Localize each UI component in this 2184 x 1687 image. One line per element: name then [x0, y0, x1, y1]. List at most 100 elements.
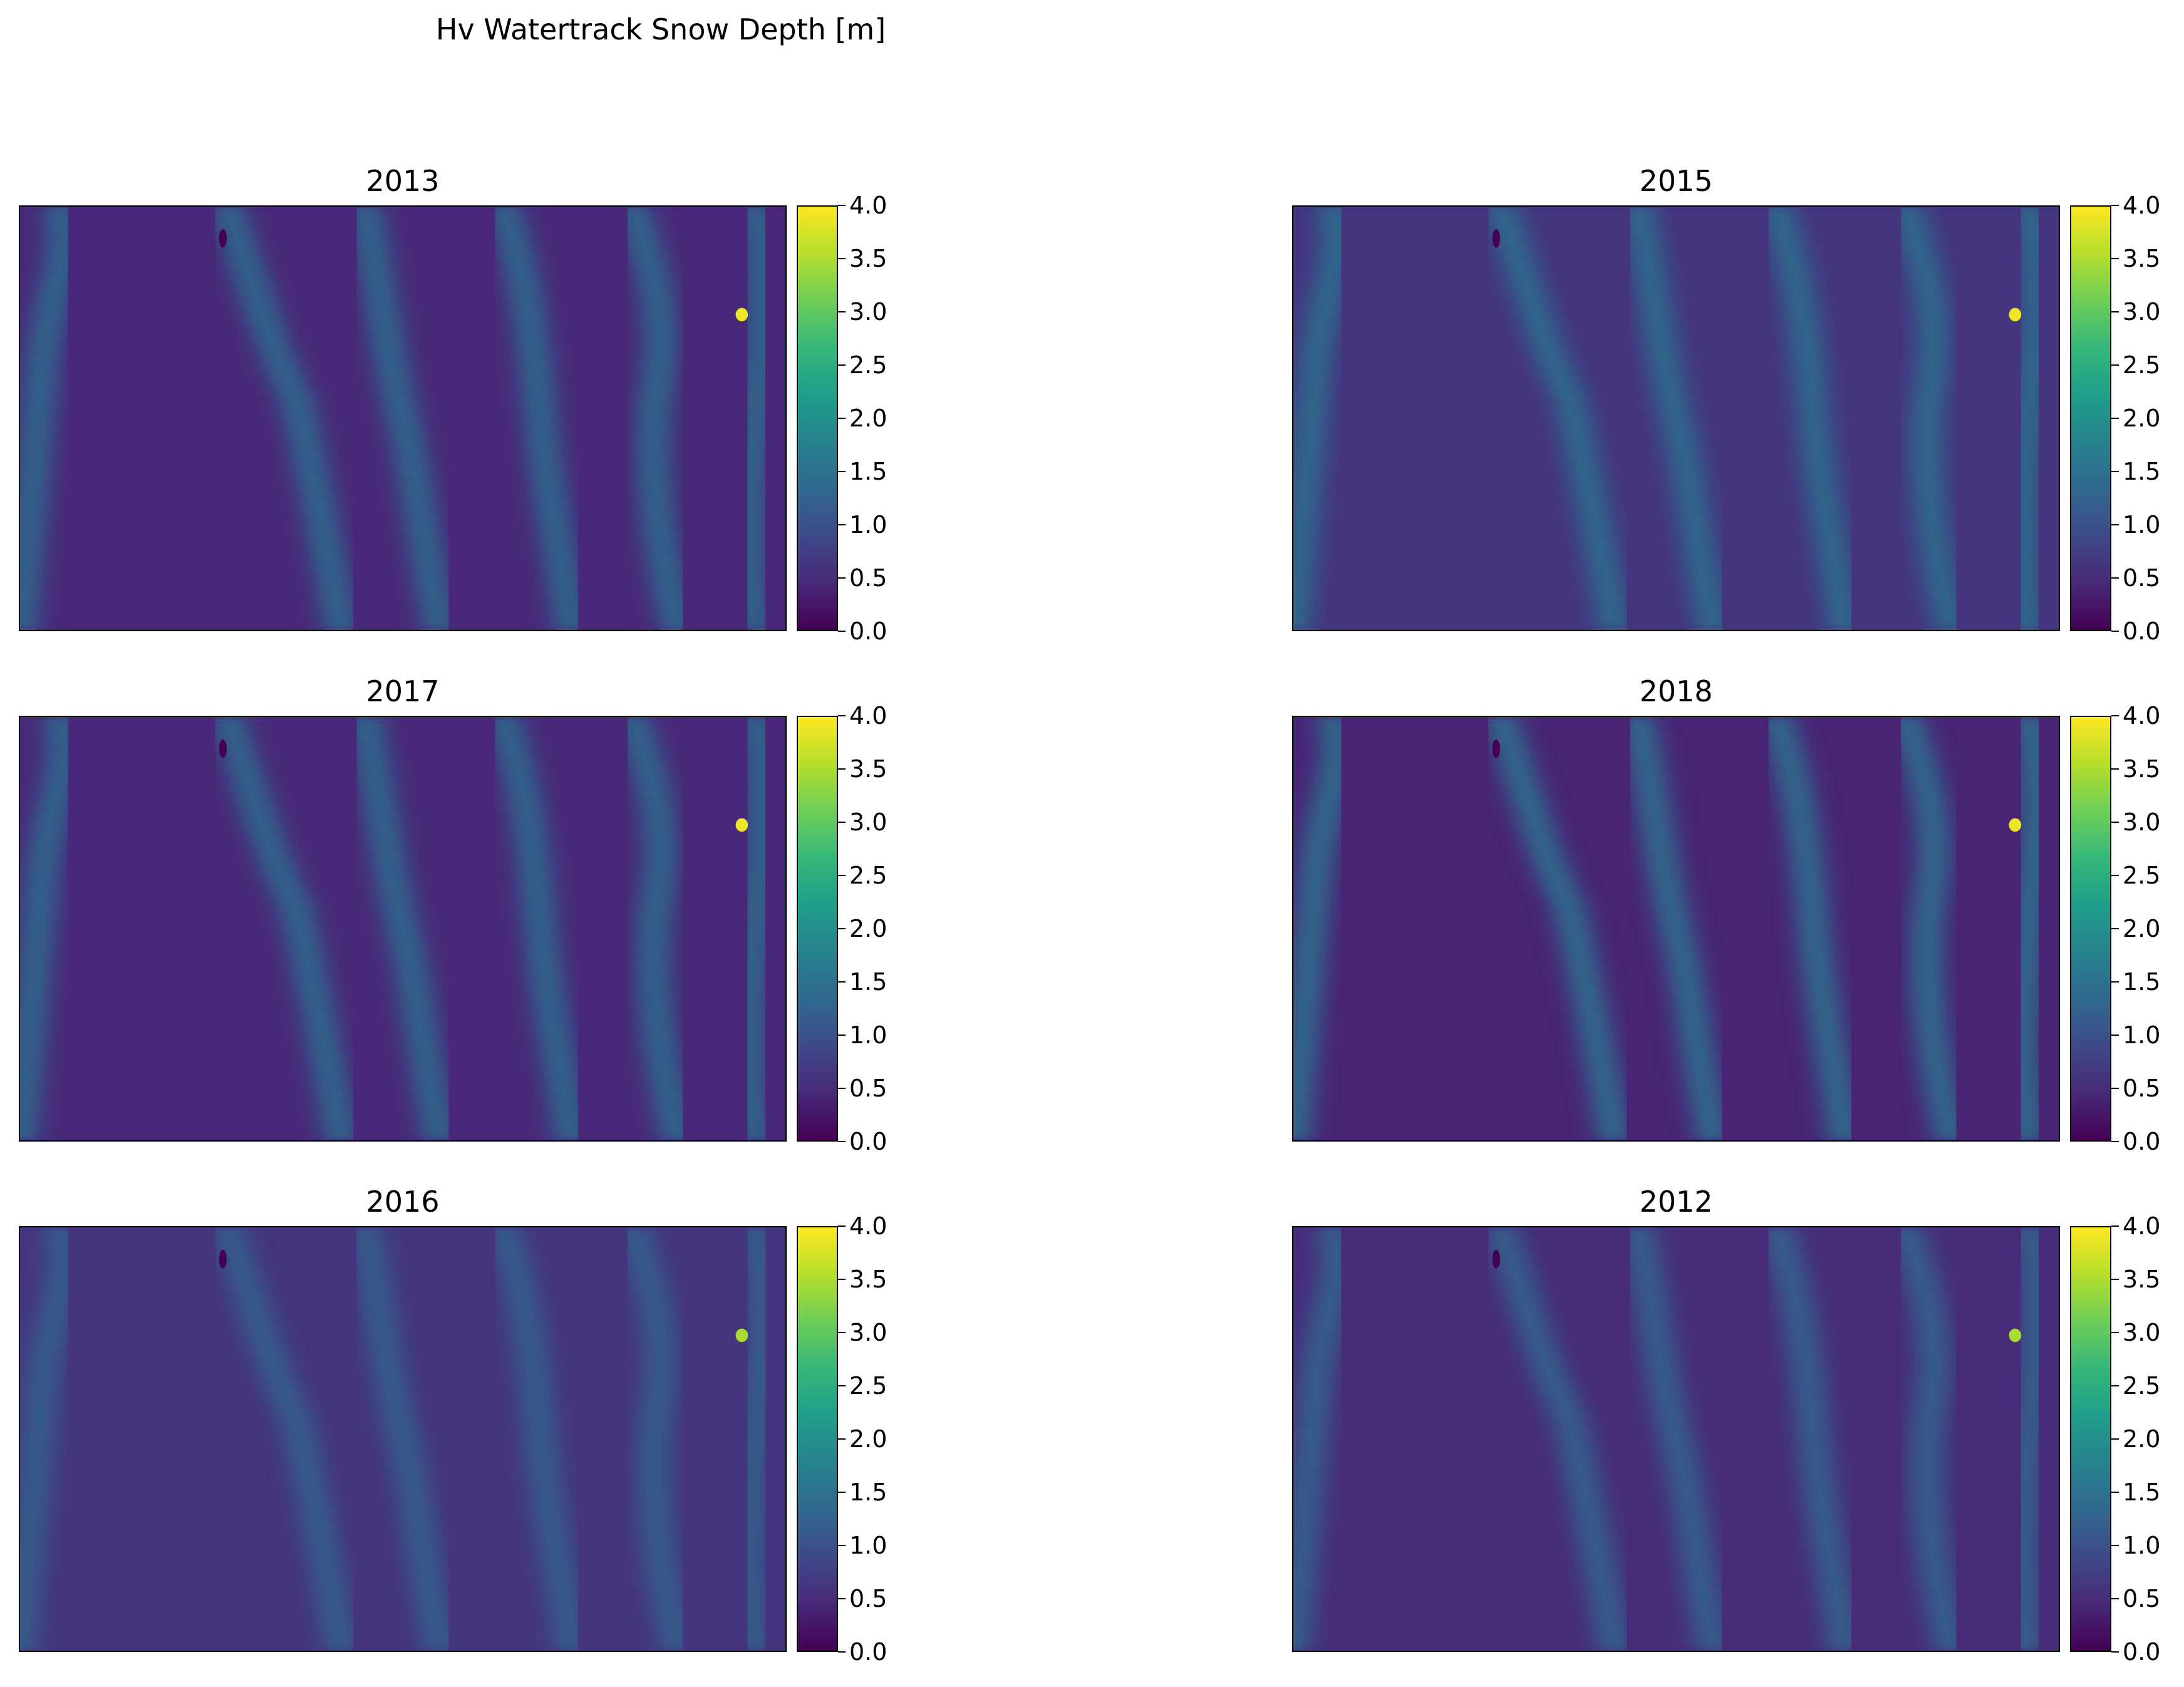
colorbar-tick	[838, 257, 846, 260]
colorbar-tick	[2111, 577, 2119, 579]
colorbar-tick	[2111, 1544, 2119, 1547]
colorbar-tick	[2111, 311, 2119, 313]
colorbar-tick-label: 0.0	[2123, 617, 2161, 645]
colorbar-tick	[2111, 768, 2119, 770]
colorbar-tick	[838, 1438, 846, 1440]
panel-title: 2016	[366, 1185, 440, 1219]
colorbar-tick-label: 2.5	[2123, 1372, 2161, 1400]
colorbar-tick-label: 2.5	[2123, 862, 2161, 889]
colorbar-tick-label: 0.5	[849, 1585, 888, 1612]
watertrack-core	[1769, 1227, 1851, 1651]
watertrack-core	[1293, 207, 1343, 630]
snow-depth-hotspot	[2009, 818, 2022, 832]
colorbar-tick-label: 0.0	[849, 1638, 888, 1666]
colorbar-tick-label: 2.0	[849, 405, 888, 432]
colorbar-tick	[838, 470, 846, 473]
snow-depth-hotspot	[2009, 1328, 2022, 1343]
watertrack-core	[2016, 1227, 2043, 1651]
colorbar-tick	[838, 768, 846, 770]
colorbar-tick	[838, 1597, 846, 1600]
watertrack-core	[1769, 207, 1851, 630]
colorbar-tick-label: 1.5	[2123, 458, 2161, 485]
watertrack-core	[626, 717, 685, 1140]
colorbar-tick-label: 3.0	[2123, 298, 2161, 326]
watertrack-core	[1293, 1227, 1343, 1651]
colorbar-tick	[838, 630, 846, 632]
panel-title: 2015	[1639, 164, 1713, 198]
colorbar-tick-label: 3.0	[849, 1319, 888, 1346]
watertrack-core	[1494, 1227, 1621, 1651]
colorbar-tick	[838, 981, 846, 983]
colorbar-tick-label: 4.0	[849, 192, 888, 219]
watertrack-core	[358, 1227, 447, 1651]
no-data-patch	[219, 229, 227, 248]
watertrack-core	[220, 717, 348, 1140]
colorbar-tick-label: 2.0	[2123, 1425, 2161, 1453]
panel-title: 2017	[366, 674, 440, 708]
colorbar-tick	[838, 577, 846, 579]
colorbar-tick	[2111, 630, 2119, 632]
colorbar-tick-label: 3.5	[2123, 1266, 2161, 1293]
colorbar-tick-label: 4.0	[2123, 192, 2161, 219]
colorbar-tick-label: 3.0	[849, 298, 888, 326]
colorbar-tick	[2111, 204, 2119, 207]
watertrack-core	[1632, 717, 1721, 1140]
watertrack-core	[626, 207, 685, 630]
colorbar-tick-label: 2.5	[849, 351, 888, 379]
figure-title: Hv Watertrack Snow Depth [m]	[435, 13, 886, 46]
snow-depth-hotspot	[735, 1328, 748, 1343]
colorbar-tick	[2111, 1651, 2119, 1653]
no-data-patch	[219, 739, 227, 758]
colorbar-tick	[2111, 821, 2119, 823]
colorbar-tick	[2111, 1385, 2119, 1387]
no-data-patch	[1492, 229, 1500, 248]
colorbar-tick	[838, 821, 846, 823]
no-data-patch	[1492, 1249, 1500, 1269]
panel-title: 2012	[1639, 1185, 1713, 1219]
colorbar-tick-label: 2.5	[849, 1372, 888, 1400]
watertrack-core	[358, 717, 447, 1140]
colorbar-tick	[838, 1034, 846, 1036]
colorbar-tick-label: 2.0	[2123, 915, 2161, 942]
colorbar	[2070, 205, 2111, 631]
watertrack-core	[358, 207, 447, 630]
colorbar-tick-label: 1.0	[2123, 1021, 2161, 1049]
watertrack-core	[1494, 207, 1621, 630]
colorbar-tick-label: 0.0	[849, 617, 888, 645]
colorbar-tick-label: 3.5	[2123, 245, 2161, 272]
colorbar	[2070, 1226, 2111, 1652]
panel-title: 2018	[1639, 674, 1713, 708]
colorbar-tick-label: 2.0	[849, 915, 888, 942]
watertrack-core	[496, 207, 577, 630]
colorbar-tick-label: 1.0	[849, 1532, 888, 1559]
watertrack-core	[496, 1227, 577, 1651]
colorbar-tick	[838, 524, 846, 526]
colorbar-tick	[2111, 1225, 2119, 1227]
colorbar	[797, 716, 838, 1142]
colorbar-tick	[838, 417, 846, 420]
colorbar-tick	[838, 364, 846, 366]
watertrack-core	[1632, 207, 1721, 630]
colorbar-tick	[838, 1140, 846, 1143]
colorbar-tick	[838, 1385, 846, 1387]
watertrack-core	[220, 207, 348, 630]
watertrack-core	[743, 1227, 770, 1651]
snow-depth-hotspot	[735, 307, 748, 322]
watertrack-core	[20, 717, 70, 1140]
colorbar-tick-label: 0.0	[849, 1128, 888, 1155]
watertrack-core	[1899, 1227, 1958, 1651]
colorbar-tick-label: 4.0	[2123, 1212, 2161, 1240]
colorbar-tick	[2111, 1491, 2119, 1494]
colorbar-tick	[838, 204, 846, 207]
watertrack-core	[496, 717, 577, 1140]
colorbar-tick-label: 0.5	[2123, 1075, 2161, 1102]
snow-depth-map	[19, 716, 787, 1142]
watertrack-core	[1769, 717, 1851, 1140]
colorbar-tick-label: 1.5	[849, 968, 888, 996]
watertrack-core	[1899, 207, 1958, 630]
colorbar-tick-label: 4.0	[849, 1212, 888, 1240]
colorbar-tick-label: 0.0	[2123, 1128, 2161, 1155]
watertrack-core	[626, 1227, 685, 1651]
colorbar-tick-label: 3.0	[2123, 1319, 2161, 1346]
watertrack-core	[743, 717, 770, 1140]
